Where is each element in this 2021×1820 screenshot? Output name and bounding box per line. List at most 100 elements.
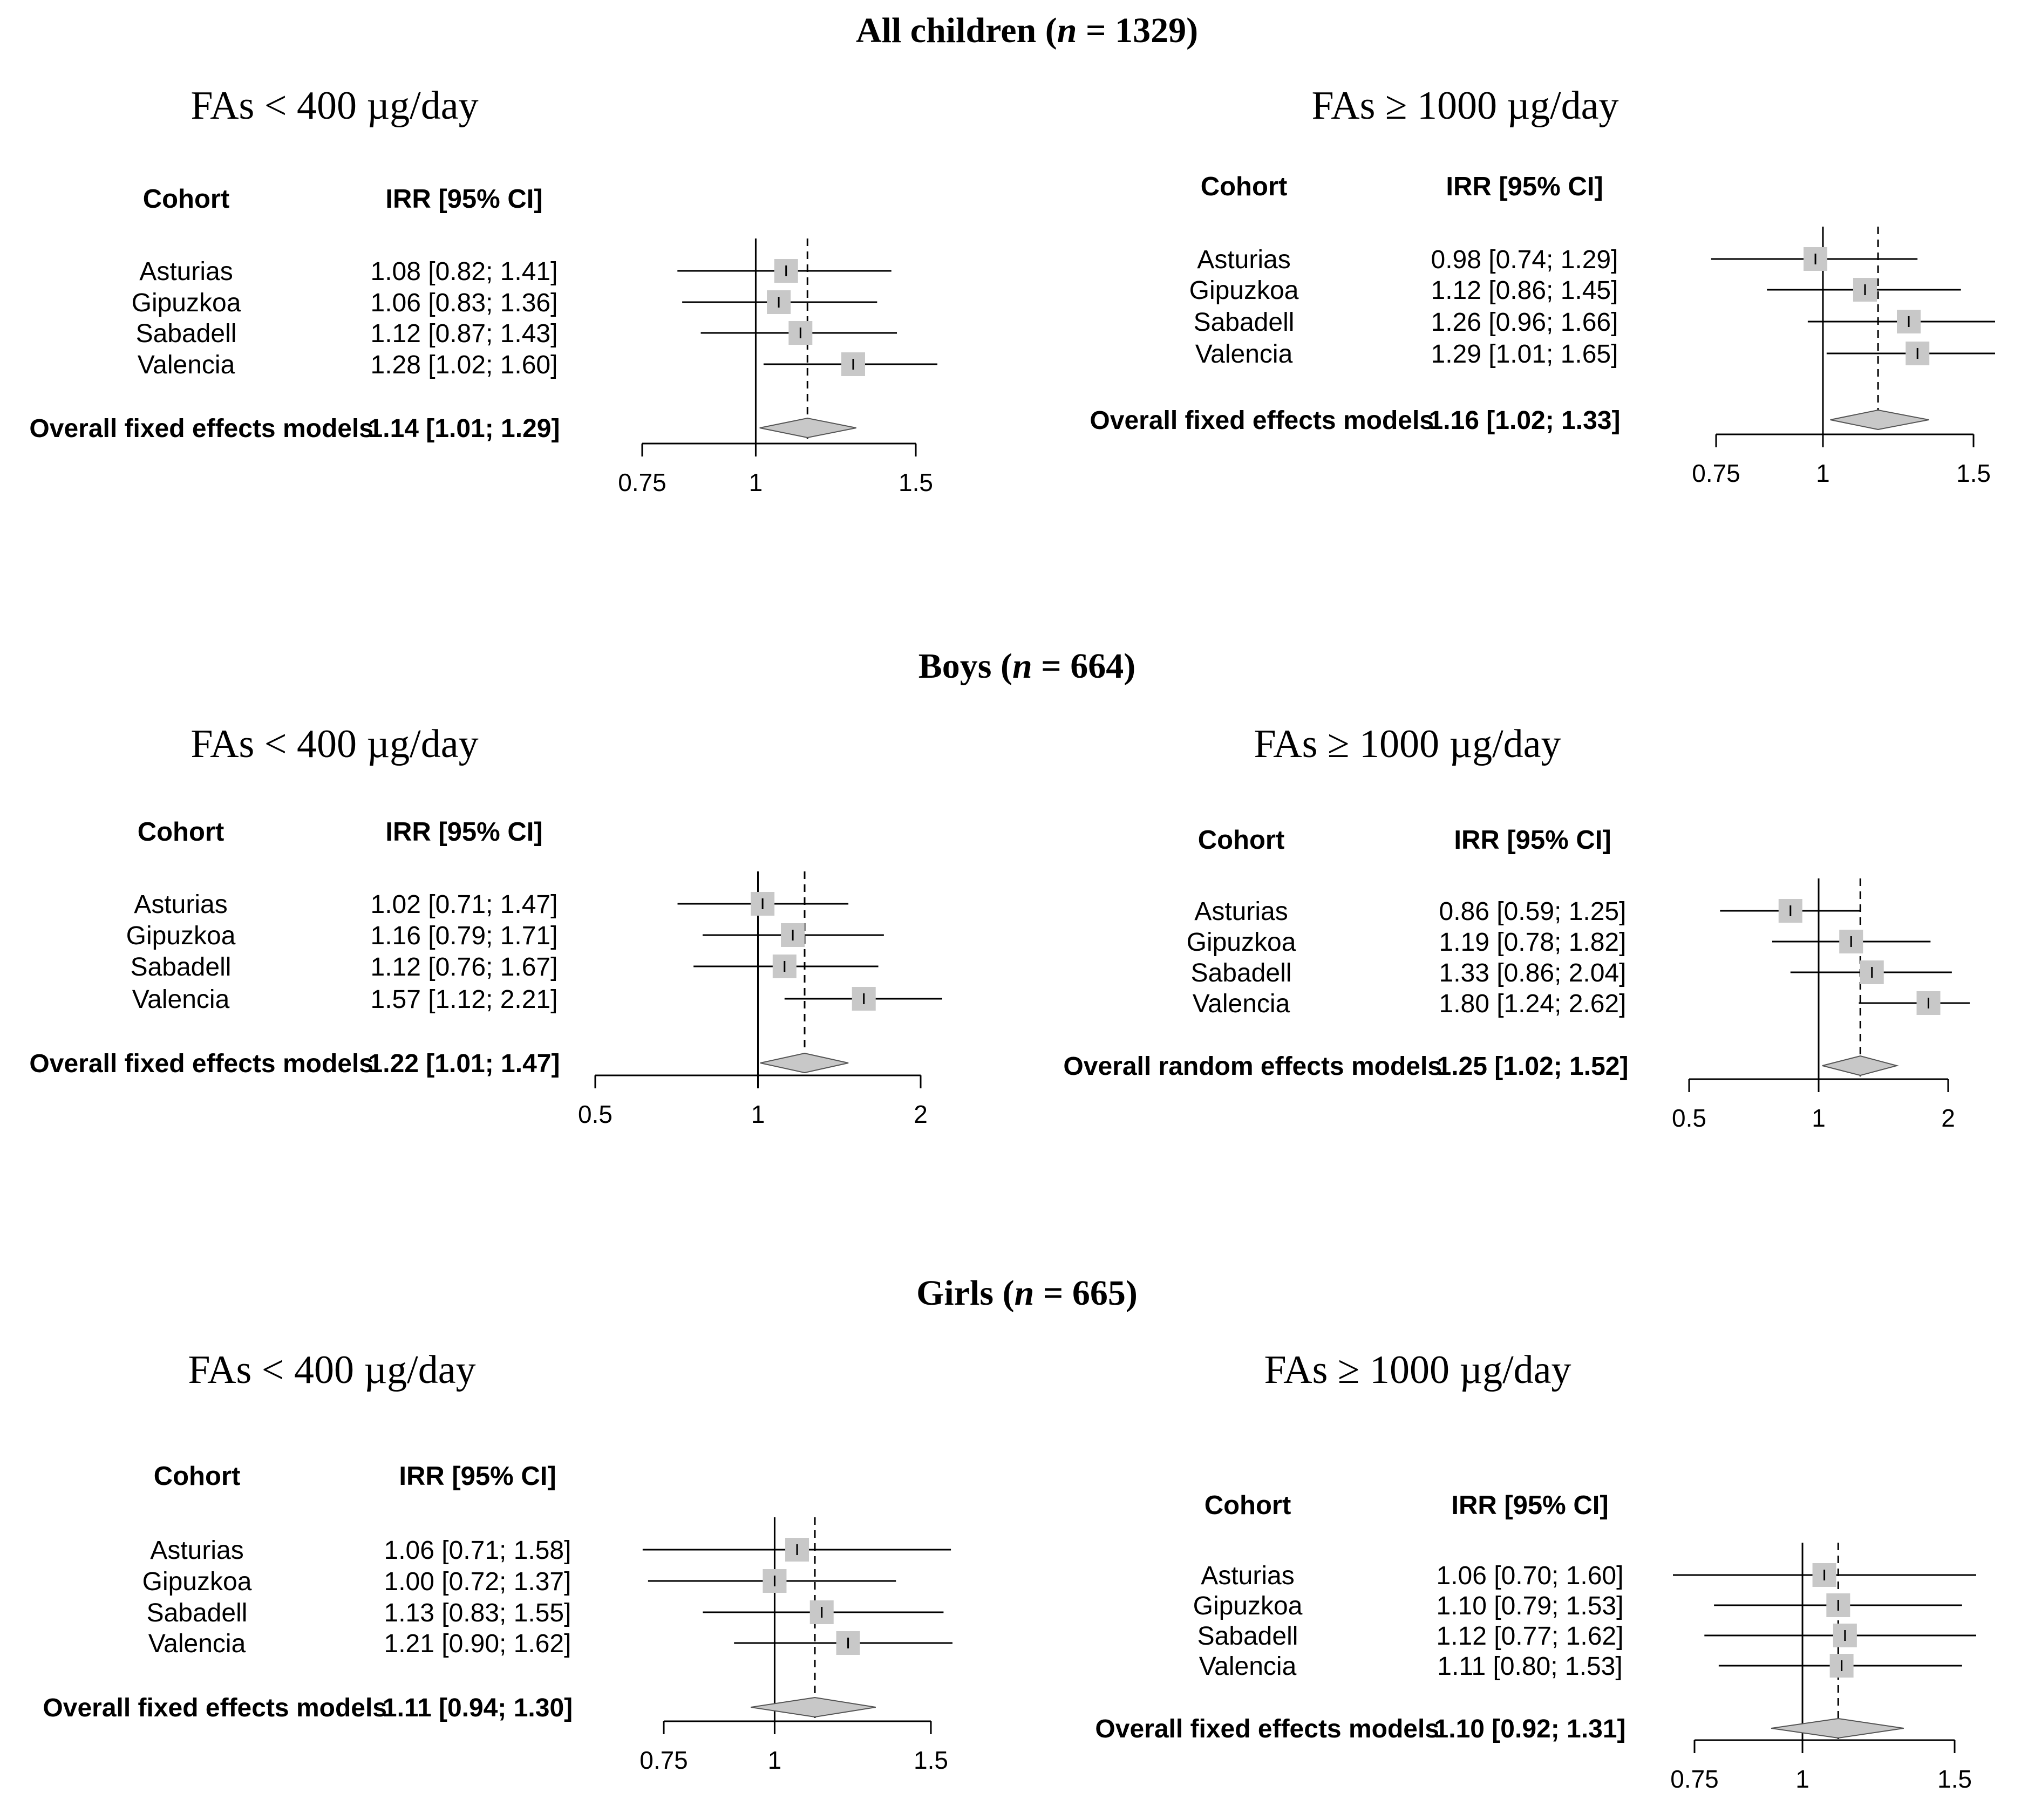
panel-title: FAs < 400 µg/day	[188, 1348, 475, 1392]
cohort-label: Sabadell	[136, 319, 237, 348]
overall-irr-ci-text: 1.14 [1.01; 1.29]	[369, 414, 560, 443]
overall-diamond	[760, 1052, 849, 1074]
x-tick-label: 1.5	[1956, 459, 1991, 487]
irr-ci-text: 1.21 [0.90; 1.62]	[384, 1630, 571, 1658]
x-tick-label: 1	[751, 1100, 765, 1128]
forest-panel-5: FAs < 400 µg/day Cohort IRR [95% CI] Asturi…	[43, 1348, 952, 1774]
header-irr-ci: IRR [95% CI]	[385, 185, 542, 214]
cohort-label: Sabadell	[1194, 308, 1295, 337]
irr-ci-text: 1.06 [0.70; 1.60]	[1437, 1562, 1624, 1590]
x-tick-label: 0.5	[1672, 1104, 1706, 1132]
overall-label: Overall fixed effects models	[43, 1694, 387, 1722]
x-tick-label: 1	[768, 1746, 782, 1774]
irr-ci-text: 1.12 [0.87; 1.43]	[371, 319, 558, 348]
irr-ci-text: 1.10 [0.79; 1.53]	[1437, 1592, 1624, 1620]
cohort-label: Sabadell	[1191, 959, 1292, 987]
header-irr-ci: IRR [95% CI]	[385, 817, 542, 847]
x-tick-label: 2	[914, 1100, 928, 1128]
panel-title: FAs < 400 µg/day	[190, 84, 478, 128]
header-irr-ci: IRR [95% CI]	[1446, 172, 1603, 201]
section-title-girls: Girls (n = 665)	[916, 1273, 1138, 1313]
overall-diamond	[759, 417, 856, 439]
irr-ci-text: 1.06 [0.71; 1.58]	[384, 1536, 571, 1565]
overall-label: Overall fixed effects models	[1095, 1715, 1439, 1743]
panel-title: FAs ≥ 1000 µg/day	[1254, 722, 1561, 766]
section-title-all-children: All children (n = 1329)	[856, 11, 1198, 50]
header-irr-ci: IRR [95% CI]	[399, 1462, 556, 1491]
header-cohort: Cohort	[1198, 826, 1285, 855]
x-tick-label: 1	[1795, 1765, 1809, 1793]
header-cohort: Cohort	[1205, 1491, 1291, 1520]
irr-ci-text: 1.00 [0.72; 1.37]	[384, 1567, 571, 1596]
section-titles: All children (n = 1329) Boys (n = 664) G…	[856, 11, 1198, 1313]
header-cohort: Cohort	[143, 185, 230, 214]
x-tick-label: 1	[749, 468, 763, 496]
overall-irr-ci-text: 1.11 [0.94; 1.30]	[383, 1694, 573, 1722]
cohort-label: Gipuzkoa	[142, 1567, 252, 1596]
header-cohort: Cohort	[154, 1462, 241, 1491]
overall-diamond	[1822, 1055, 1899, 1076]
overall-label: Overall fixed effects models	[1090, 406, 1434, 435]
x-tick-label: 1	[1812, 1104, 1826, 1132]
cohort-label: Gipuzkoa	[1189, 276, 1299, 305]
irr-ci-text: 1.08 [0.82; 1.41]	[371, 257, 558, 286]
header-cohort: Cohort	[1201, 172, 1288, 201]
irr-ci-text: 1.12 [0.86; 1.45]	[1431, 276, 1618, 305]
cohort-label: Gipuzkoa	[1193, 1592, 1303, 1620]
cohort-label: Asturias	[139, 257, 233, 286]
forest-panel-2: FAs ≥ 1000 µg/day Cohort IRR [95% CI] Astur…	[1090, 84, 1995, 487]
forest-panels: FAs < 400 µg/day Cohort IRR [95% CI] Asturi…	[29, 84, 1995, 1793]
irr-ci-text: 1.29 [1.01; 1.65]	[1431, 340, 1618, 369]
section-title-boys: Boys (n = 664)	[918, 646, 1136, 686]
x-tick-label: 1.5	[899, 468, 933, 496]
cohort-label: Asturias	[1197, 246, 1290, 274]
panel-title: FAs ≥ 1000 µg/day	[1264, 1348, 1571, 1392]
irr-ci-text: 1.19 [0.78; 1.82]	[1439, 928, 1627, 957]
cohort-label: Sabadell	[1197, 1622, 1298, 1651]
cohort-label: Valencia	[138, 351, 235, 379]
irr-ci-text: 1.12 [0.77; 1.62]	[1437, 1622, 1624, 1651]
overall-irr-ci-text: 1.16 [1.02; 1.33]	[1429, 406, 1621, 435]
irr-ci-text: 1.11 [0.80; 1.53]	[1437, 1652, 1622, 1681]
cohort-label: Asturias	[1194, 897, 1288, 926]
irr-ci-text: 1.06 [0.83; 1.36]	[371, 289, 558, 317]
cohort-label: Valencia	[1199, 1652, 1297, 1681]
overall-irr-ci-text: 1.10 [0.92; 1.31]	[1434, 1715, 1626, 1743]
cohort-label: Asturias	[1201, 1562, 1294, 1590]
panel-title: FAs < 400 µg/day	[190, 722, 478, 766]
overall-irr-ci-text: 1.22 [1.01; 1.47]	[369, 1049, 560, 1078]
irr-ci-text: 1.16 [0.79; 1.71]	[371, 922, 558, 950]
header-cohort: Cohort	[138, 817, 224, 847]
forest-panel-1: FAs < 400 µg/day Cohort IRR [95% CI] Asturi…	[29, 84, 937, 496]
x-tick-label: 1	[1816, 459, 1830, 487]
cohort-label: Sabadell	[147, 1599, 248, 1627]
cohort-label: Valencia	[148, 1630, 246, 1658]
cohort-label: Valencia	[132, 985, 230, 1014]
cohort-label: Valencia	[1195, 340, 1293, 369]
x-tick-label: 1.5	[1937, 1765, 1972, 1793]
irr-ci-text: 1.28 [1.02; 1.60]	[371, 351, 558, 379]
forest-panel-6: FAs ≥ 1000 µg/day Cohort IRR [95% CI] Astur…	[1095, 1348, 1976, 1793]
irr-ci-text: 1.33 [0.86; 2.04]	[1439, 959, 1627, 987]
forest-panel-3: FAs < 400 µg/day Cohort IRR [95% CI] Asturi…	[29, 722, 942, 1128]
forest-panel-4: FAs ≥ 1000 µg/day Cohort IRR [95% CI] Astur…	[1063, 722, 1970, 1132]
x-tick-label: 0.75	[1692, 459, 1740, 487]
overall-diamond	[1771, 1717, 1904, 1739]
overall-label: Overall fixed effects models	[29, 414, 373, 443]
x-tick-label: 1.5	[914, 1746, 948, 1774]
x-tick-label: 0.75	[1670, 1765, 1719, 1793]
cohort-label: Gipuzkoa	[132, 289, 241, 317]
header-irr-ci: IRR [95% CI]	[1454, 826, 1611, 855]
overall-label: Overall fixed effects models	[29, 1049, 373, 1078]
irr-ci-text: 1.80 [1.24; 2.62]	[1439, 990, 1627, 1018]
cohort-label: Gipuzkoa	[126, 922, 236, 950]
cohort-label: Gipuzkoa	[1187, 928, 1296, 957]
irr-ci-text: 0.98 [0.74; 1.29]	[1431, 246, 1618, 274]
overall-diamond	[1830, 409, 1929, 431]
irr-ci-text: 1.13 [0.83; 1.55]	[384, 1599, 571, 1627]
overall-irr-ci-text: 1.25 [1.02; 1.52]	[1437, 1052, 1629, 1081]
header-irr-ci: IRR [95% CI]	[1451, 1491, 1608, 1520]
irr-ci-text: 0.86 [0.59; 1.25]	[1439, 897, 1627, 926]
